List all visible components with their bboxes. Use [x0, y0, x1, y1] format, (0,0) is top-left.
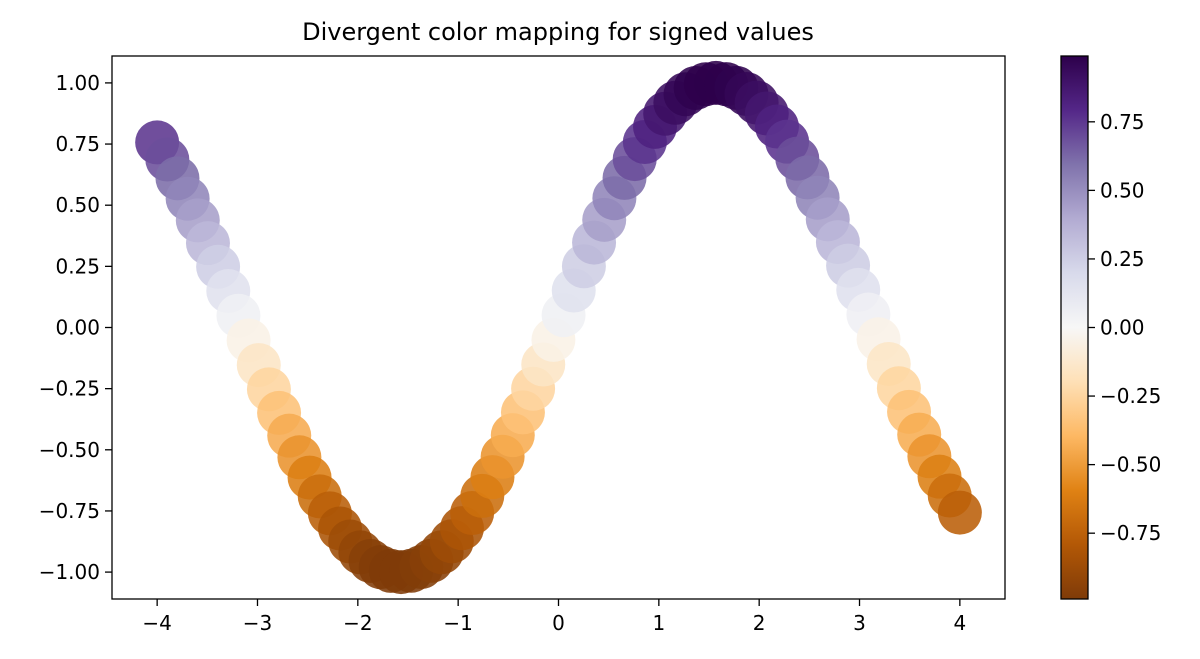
x-tick-label: 0	[552, 611, 565, 635]
colorbar-tick-label: −0.50	[1100, 453, 1161, 477]
y-axis: −1.00 −0.75 −0.50 −0.25 0.00 0.25 0.50 0.75 1.00	[39, 71, 112, 584]
y-tick-label: −0.50	[39, 438, 100, 462]
colorbar-tick-label: 0.50	[1100, 178, 1145, 202]
colorbar-tick-label: 0.00	[1100, 316, 1145, 340]
x-tick-label: −4	[142, 611, 171, 635]
x-tick-label: −1	[443, 611, 472, 635]
colorbar-axis: −0.75 −0.50 −0.25 0.00 0.25 0.50 0.75	[1088, 110, 1161, 545]
colorbar: −0.75 −0.50 −0.25 0.00 0.25 0.50 0.75	[1060, 55, 1161, 600]
data-points	[135, 60, 982, 595]
colorbar-tick-label: −0.75	[1100, 521, 1161, 545]
x-tick-label: −2	[343, 611, 372, 635]
colorbar-tick-label: 0.25	[1100, 247, 1145, 271]
data-point	[937, 490, 982, 535]
x-tick-label: 3	[853, 611, 866, 635]
colorbar-gradient	[1060, 55, 1089, 600]
y-tick-label: −1.00	[39, 560, 100, 584]
x-tick-label: 4	[953, 611, 966, 635]
x-tick-label: 1	[652, 611, 665, 635]
x-tick-label: −3	[243, 611, 272, 635]
chart-title: Divergent color mapping for signed value…	[302, 18, 814, 46]
y-tick-label: −0.25	[39, 377, 100, 401]
x-tick-label: 2	[753, 611, 766, 635]
y-tick-label: 0.25	[55, 254, 100, 278]
y-tick-label: 0.75	[55, 132, 100, 156]
y-tick-label: 1.00	[55, 71, 100, 95]
y-tick-label: 0.00	[55, 316, 100, 340]
colorbar-tick-label: 0.75	[1100, 110, 1145, 134]
x-axis: −4 −3 −2 −1 0 1 2 3 4	[142, 599, 966, 635]
y-tick-label: 0.50	[55, 193, 100, 217]
colorbar-tick-label: −0.25	[1100, 384, 1161, 408]
y-tick-label: −0.75	[39, 499, 100, 523]
